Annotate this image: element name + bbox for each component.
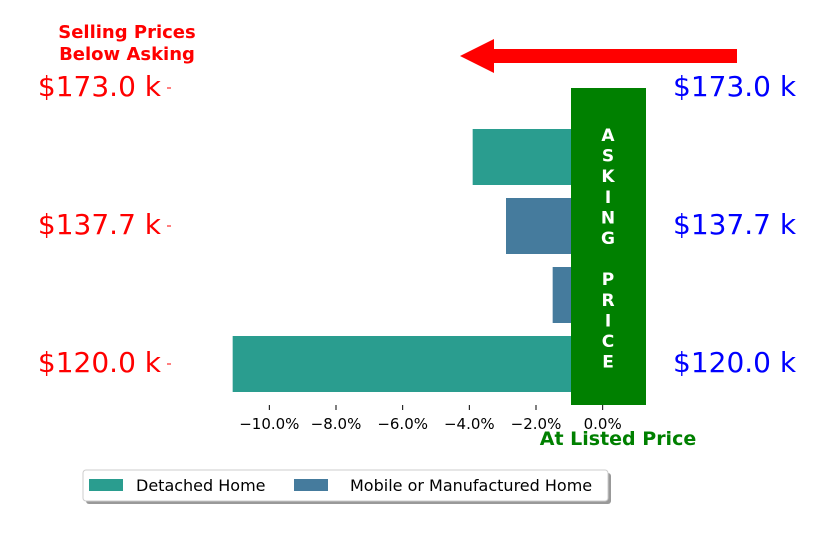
bar-detached-home-0: [232, 336, 603, 392]
asking-price-letter: G: [601, 229, 615, 249]
asking-price-letter: A: [601, 126, 615, 146]
left-arrow-icon: [460, 39, 737, 73]
left-price-label: $120.0 k: [38, 346, 162, 379]
asking-price-letter: N: [601, 208, 615, 228]
x-tick-label: −8.0%: [311, 415, 362, 433]
asking-price-letter: I: [605, 188, 611, 208]
x-tick-label: −6.0%: [377, 415, 428, 433]
legend-label: Mobile or Manufactured Home: [350, 476, 592, 495]
legend: Detached Home Mobile or Manufactured Home: [82, 469, 611, 504]
asking-price-letter: E: [602, 353, 614, 373]
asking-price-letter: I: [605, 311, 611, 331]
ticks-layer: $173.0 k $137.7 k $120.0 k $173.0 k $137.7 k…: [38, 70, 797, 433]
legend-label: Detached Home: [136, 476, 266, 495]
bars-layer: [232, 129, 603, 392]
asking-price-band-rect: [571, 88, 646, 405]
asking-price-letter: R: [601, 291, 614, 311]
right-price-label: $137.7 k: [673, 208, 797, 241]
asking-price-letter: K: [601, 167, 615, 187]
x-tick-label: −2.0%: [511, 415, 562, 433]
asking-price-letter: S: [602, 147, 614, 167]
left-price-label: $137.7 k: [38, 208, 162, 241]
x-tick-label: 0.0%: [584, 415, 622, 433]
legend-box: [82, 469, 609, 502]
x-tick-label: −10.0%: [239, 415, 299, 433]
right-price-label: $173.0 k: [673, 70, 797, 103]
left-price-label: $173.0 k: [38, 70, 162, 103]
right-price-label: $120.0 k: [673, 346, 797, 379]
asking-price-letter: C: [602, 332, 614, 352]
legend-swatch: [89, 479, 123, 491]
below-asking-title: Selling Prices: [58, 22, 195, 43]
below-asking-title: Below Asking: [59, 44, 195, 65]
at-listed-price-label: At Listed Price: [540, 428, 696, 450]
legend-swatch: [294, 479, 328, 491]
asking-price-letter: P: [602, 270, 614, 290]
x-tick-label: −4.0%: [444, 415, 495, 433]
